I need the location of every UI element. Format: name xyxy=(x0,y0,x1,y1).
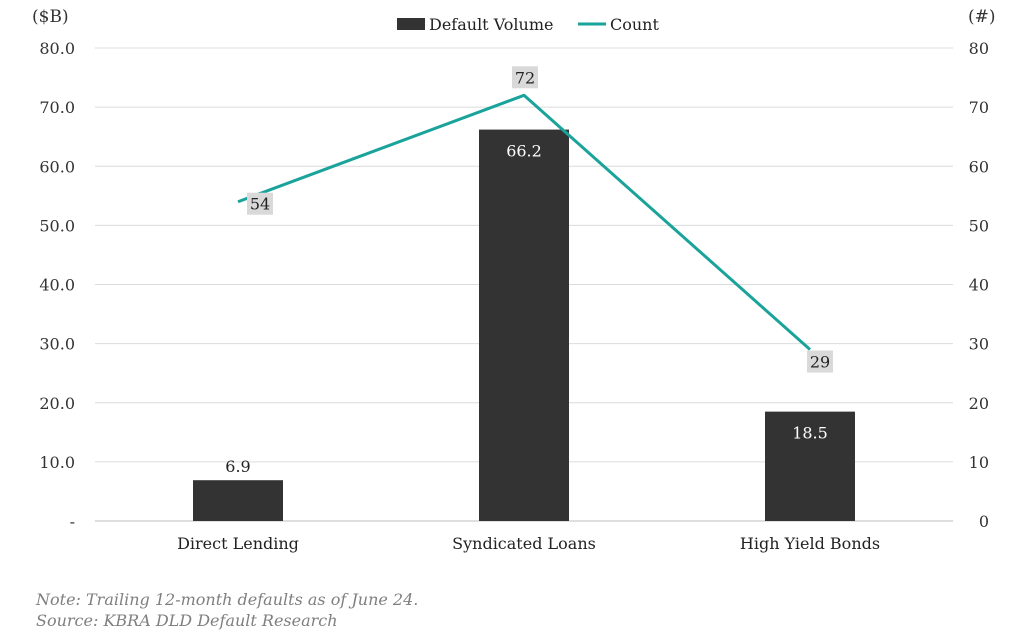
right-tick-label: 60 xyxy=(969,157,989,176)
left-tick-label: 80.0 xyxy=(39,39,75,58)
left-tick-label: 70.0 xyxy=(39,98,75,117)
right-tick-label: 70 xyxy=(969,98,989,117)
bar-value-label: 66.2 xyxy=(506,142,542,161)
left-tick-label: 30.0 xyxy=(39,335,75,354)
category-label: Syndicated Loans xyxy=(452,534,596,553)
bar xyxy=(765,411,855,521)
category-label: Direct Lending xyxy=(177,534,299,553)
bar-value-label: 18.5 xyxy=(792,424,828,443)
count-label-box xyxy=(807,350,833,373)
right-tick-label: 20 xyxy=(969,394,989,413)
bars xyxy=(193,129,855,521)
left-tick-label: 40.0 xyxy=(39,276,75,295)
source-text: Source: KBRA DLD Default Research xyxy=(36,611,338,630)
category-label: High Yield Bonds xyxy=(740,534,880,553)
right-tick-label: 80 xyxy=(969,39,989,58)
right-axis-title: (#) xyxy=(968,7,996,27)
legend-swatch-default-volume xyxy=(397,18,425,30)
left-tick-label: 10.0 xyxy=(39,453,75,472)
left-tick-label: - xyxy=(70,512,75,531)
count-value-label: 72 xyxy=(515,68,535,87)
legend-label-count: Count xyxy=(610,15,659,34)
data-labels: 6.9 66.2 18.5 54 72 29 xyxy=(225,66,833,476)
left-axis-title: ($B) xyxy=(32,7,69,27)
right-tick-label: 40 xyxy=(969,276,989,295)
chart-notes: Note: Trailing 12-month defaults as of J… xyxy=(36,589,418,631)
count-polyline xyxy=(237,93,811,351)
count-value-label: 29 xyxy=(810,353,830,372)
right-tick-label: 0 xyxy=(979,512,989,531)
bar-value-label: 6.9 xyxy=(225,457,250,476)
left-tick-label: 50.0 xyxy=(39,216,75,235)
note-text: Note: Trailing 12-month defaults as of J… xyxy=(36,590,419,609)
left-tick-label: 60.0 xyxy=(39,157,75,176)
legend: Default Volume Count xyxy=(397,15,659,34)
bar xyxy=(193,480,283,521)
left-tick-label: 20.0 xyxy=(39,394,75,413)
count-label-box xyxy=(512,66,538,89)
right-tick-label: 10 xyxy=(969,453,989,472)
bar xyxy=(479,129,569,521)
legend-label-default-volume: Default Volume xyxy=(429,15,553,34)
count-label-box xyxy=(247,192,273,215)
count-line xyxy=(237,93,811,351)
right-tick-label: 30 xyxy=(969,335,989,354)
right-tick-label: 50 xyxy=(969,216,989,235)
count-value-label: 54 xyxy=(250,195,270,214)
axes: - 0 10.0 10 20.0 20 30.0 30 40.0 40 50.0 50 60.0 60 70… xyxy=(39,39,989,553)
